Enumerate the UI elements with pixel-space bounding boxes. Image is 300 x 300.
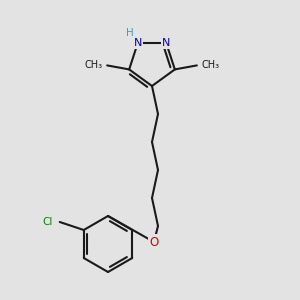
Text: CH₃: CH₃	[84, 60, 102, 70]
Text: Cl: Cl	[43, 217, 53, 227]
Text: N: N	[134, 38, 142, 48]
Text: N: N	[162, 38, 170, 48]
Text: CH₃: CH₃	[202, 60, 220, 70]
Text: O: O	[149, 236, 159, 248]
Text: H: H	[126, 28, 134, 38]
